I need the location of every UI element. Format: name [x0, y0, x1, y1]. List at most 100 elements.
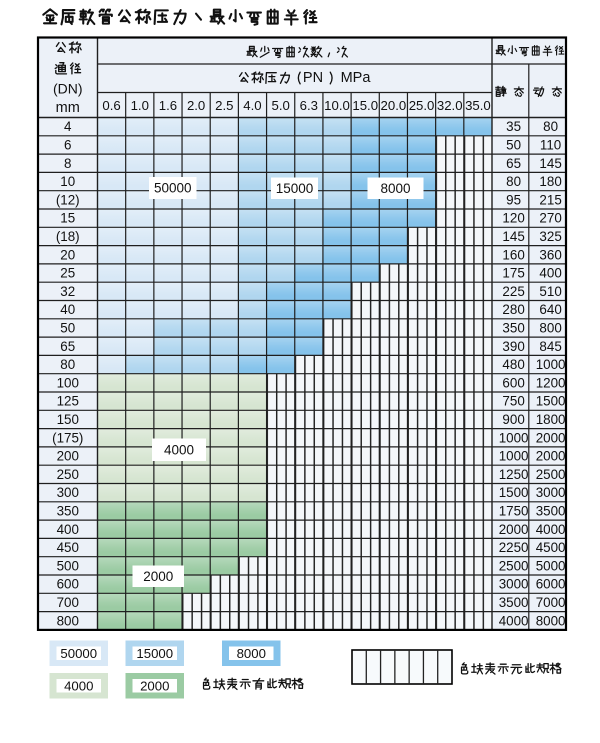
svg-text:450: 450 [57, 540, 79, 555]
svg-text:10.0: 10.0 [324, 98, 350, 113]
svg-text:1800: 1800 [536, 412, 566, 427]
svg-text:400: 400 [539, 266, 561, 281]
svg-text:80: 80 [543, 119, 558, 134]
svg-text:40: 40 [60, 302, 75, 317]
svg-text:4.0: 4.0 [243, 98, 261, 113]
svg-text:8000: 8000 [536, 613, 566, 628]
svg-text:2.5: 2.5 [215, 98, 233, 113]
svg-text:6.3: 6.3 [300, 98, 318, 113]
svg-text:175: 175 [502, 266, 524, 281]
svg-text:2000: 2000 [140, 678, 169, 693]
svg-text:50000: 50000 [154, 181, 192, 196]
svg-text:845: 845 [539, 339, 561, 354]
svg-text:100: 100 [57, 375, 79, 390]
svg-text:110: 110 [540, 137, 561, 152]
svg-text:225: 225 [502, 284, 524, 299]
svg-text:8: 8 [64, 156, 71, 171]
svg-text:215: 215 [539, 192, 561, 207]
svg-text:(175): (175) [52, 430, 83, 445]
svg-text:350: 350 [57, 503, 79, 518]
svg-text:PN: PN [303, 70, 323, 86]
svg-text:(DN): (DN) [53, 81, 83, 97]
svg-text:15000: 15000 [136, 646, 173, 661]
svg-text:145: 145 [539, 156, 561, 171]
svg-text:4000: 4000 [164, 442, 194, 457]
svg-text:1000: 1000 [499, 449, 529, 464]
svg-text:1.6: 1.6 [159, 98, 177, 113]
svg-text:6000: 6000 [536, 577, 566, 592]
svg-text:2.0: 2.0 [187, 98, 205, 113]
svg-text:10: 10 [60, 174, 75, 189]
svg-text:(18): (18) [56, 229, 80, 244]
svg-text:480: 480 [502, 357, 524, 372]
svg-text:3000: 3000 [536, 485, 566, 500]
svg-text:50: 50 [60, 320, 75, 335]
svg-text:0.6: 0.6 [102, 98, 120, 113]
svg-text:15.0: 15.0 [352, 98, 378, 113]
svg-text:325: 325 [539, 229, 561, 244]
svg-text:270: 270 [539, 211, 561, 226]
svg-text:500: 500 [57, 558, 79, 573]
svg-text:80: 80 [506, 174, 521, 189]
svg-text:400: 400 [57, 522, 79, 537]
svg-text:25: 25 [60, 266, 75, 281]
svg-text:4500: 4500 [536, 540, 566, 555]
svg-text:2000: 2000 [143, 569, 173, 584]
svg-text:390: 390 [502, 339, 524, 354]
svg-text:160: 160 [502, 247, 524, 262]
svg-text:360: 360 [539, 247, 561, 262]
svg-text:32: 32 [60, 284, 75, 299]
svg-text:2500: 2500 [536, 467, 566, 482]
svg-text:250: 250 [57, 467, 79, 482]
svg-text:150: 150 [57, 412, 79, 427]
svg-text:65: 65 [60, 339, 75, 354]
svg-text:8000: 8000 [237, 646, 266, 661]
svg-text:280: 280 [502, 302, 524, 317]
svg-text:4000: 4000 [499, 613, 529, 628]
svg-text:1500: 1500 [499, 485, 529, 500]
svg-text:640: 640 [539, 302, 561, 317]
svg-text:95: 95 [506, 192, 521, 207]
svg-text:2250: 2250 [499, 540, 529, 555]
svg-text:15000: 15000 [276, 181, 314, 196]
svg-text:800: 800 [539, 320, 561, 335]
svg-text:20.0: 20.0 [381, 98, 407, 113]
svg-text:3500: 3500 [499, 595, 529, 610]
svg-text:1.0: 1.0 [131, 98, 149, 113]
svg-text:700: 700 [57, 595, 79, 610]
svg-text:5.0: 5.0 [271, 98, 289, 113]
svg-text:8000: 8000 [380, 181, 410, 196]
svg-text:1000: 1000 [499, 430, 529, 445]
svg-text:900: 900 [502, 412, 524, 427]
svg-text:25.0: 25.0 [409, 98, 435, 113]
svg-text:2000: 2000 [499, 522, 529, 537]
svg-text:2000: 2000 [536, 430, 566, 445]
svg-text:1200: 1200 [536, 375, 566, 390]
svg-text:32.0: 32.0 [437, 98, 463, 113]
svg-text:600: 600 [502, 375, 524, 390]
svg-text:2500: 2500 [499, 558, 529, 573]
svg-text:350: 350 [502, 320, 524, 335]
svg-text:1250: 1250 [499, 467, 529, 482]
svg-text:35.0: 35.0 [465, 98, 491, 113]
svg-text:300: 300 [57, 485, 79, 500]
svg-text:7000: 7000 [536, 595, 566, 610]
svg-text:1500: 1500 [536, 394, 566, 409]
svg-text:4: 4 [64, 119, 72, 134]
svg-text:145: 145 [502, 229, 524, 244]
svg-text:6: 6 [64, 137, 71, 152]
svg-text:50: 50 [506, 137, 521, 152]
svg-text:(12): (12) [56, 192, 80, 207]
svg-text:MPa: MPa [341, 70, 372, 86]
svg-text:35: 35 [506, 119, 521, 134]
svg-text:5000: 5000 [536, 558, 566, 573]
svg-text:20: 20 [60, 247, 75, 262]
svg-text:120: 120 [502, 211, 524, 226]
svg-text:750: 750 [502, 394, 524, 409]
svg-text:1750: 1750 [499, 503, 529, 518]
svg-text:80: 80 [60, 357, 75, 372]
svg-text:3500: 3500 [536, 503, 566, 518]
svg-text:125: 125 [57, 394, 79, 409]
svg-text:510: 510 [539, 284, 561, 299]
svg-text:50000: 50000 [60, 646, 97, 661]
